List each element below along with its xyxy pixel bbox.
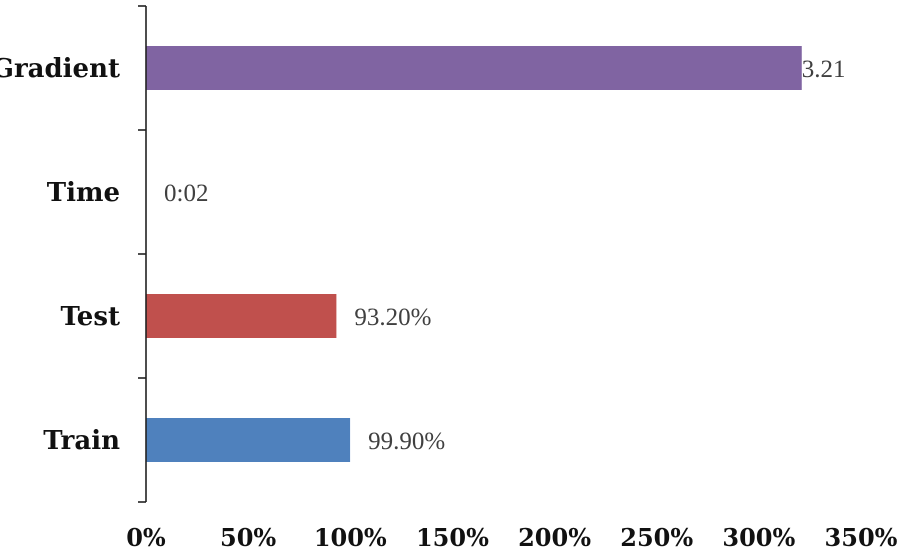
category-label-gradient: Gradient [0, 54, 120, 84]
x-tick-label: 100% [314, 523, 387, 551]
data-label-test: 93.20% [354, 304, 431, 331]
data-label-time: 0:02 [164, 180, 208, 207]
x-tick-label: 350% [825, 523, 898, 551]
x-tick-label: 250% [620, 523, 693, 551]
x-tick-label: 150% [416, 523, 489, 551]
axis-layer [138, 5, 147, 503]
data-label-train: 99.90% [368, 428, 445, 455]
category-label-train: Train [43, 426, 120, 456]
data-label-gradient: 3.21 [802, 56, 846, 83]
bars-layer [146, 46, 802, 462]
bar-train [146, 418, 351, 462]
x-tick-label: 300% [722, 523, 795, 551]
bar-gradient [146, 46, 802, 90]
x-tick-label: 200% [518, 523, 591, 551]
x-tick-label: 50% [220, 523, 276, 551]
bar-test [146, 294, 337, 338]
category-label-time: Time [47, 178, 120, 208]
labels-layer: Gradient 3.21 Time 0:02 Test 93.20% Train 99.90… [0, 54, 898, 551]
x-tick-label: 0% [126, 523, 166, 551]
category-label-test: Test [60, 302, 120, 332]
